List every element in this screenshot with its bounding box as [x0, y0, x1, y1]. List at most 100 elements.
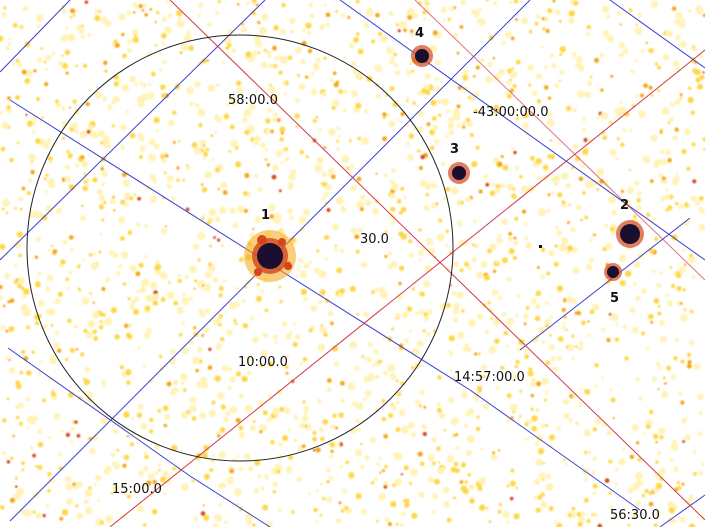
noise-speckle	[268, 85, 276, 94]
noise-speckle	[314, 267, 320, 274]
noise-speckle	[236, 86, 244, 94]
noise-speckle	[217, 0, 221, 4]
noise-speckle	[262, 332, 269, 339]
noise-speckle	[304, 75, 309, 79]
noise-speckle	[125, 332, 131, 338]
noise-speckle	[35, 24, 41, 29]
noise-speckle	[497, 509, 502, 514]
noise-speckle	[238, 393, 244, 399]
noise-speckle	[557, 192, 563, 198]
noise-speckle	[641, 49, 645, 53]
noise-speckle	[321, 171, 327, 178]
noise-speckle	[81, 24, 84, 28]
noise-speckle	[408, 481, 413, 486]
noise-speckle	[469, 132, 474, 138]
noise-speckle	[363, 311, 370, 318]
noise-speckle	[361, 137, 370, 146]
noise-speckle	[257, 187, 263, 193]
noise-speckle	[443, 196, 448, 201]
noise-speckle	[52, 341, 60, 349]
noise-speckle	[211, 400, 216, 405]
noise-speckle	[315, 519, 319, 524]
noise-speckle	[46, 274, 54, 282]
noise-speckle	[279, 299, 283, 304]
noise-speckle	[105, 465, 112, 472]
noise-speckle	[460, 462, 467, 468]
noise-speckle	[210, 134, 213, 137]
noise-speckle	[129, 264, 137, 273]
noise-speckle	[42, 324, 48, 330]
grid-label-min-10: 10:00.0	[238, 355, 288, 370]
noise-speckle	[154, 21, 157, 24]
noise-speckle	[15, 383, 22, 390]
noise-speckle	[319, 513, 323, 517]
noise-speckle	[157, 463, 162, 467]
noise-speckle	[194, 81, 201, 88]
noise-speckle	[411, 127, 416, 131]
noise-speckle	[161, 16, 168, 22]
noise-speckle	[35, 14, 44, 22]
noise-speckle	[354, 449, 363, 457]
noise-speckle	[669, 101, 676, 108]
noise-speckle	[271, 407, 280, 416]
noise-speckle	[478, 374, 482, 378]
noise-speckle	[453, 110, 461, 119]
noise-speckle	[272, 334, 278, 340]
noise-speckle	[437, 461, 441, 464]
noise-speckle	[182, 179, 186, 182]
noise-speckle	[657, 311, 662, 316]
noise-speckle	[604, 223, 609, 228]
noise-speckle	[215, 343, 223, 351]
noise-speckle	[379, 471, 382, 474]
noise-speckle	[220, 181, 228, 189]
noise-speckle	[186, 86, 194, 95]
noise-speckle	[660, 158, 667, 166]
noise-speckle	[90, 262, 99, 271]
noise-speckle	[544, 423, 548, 427]
noise-speckle	[594, 363, 599, 368]
noise-speckle	[328, 475, 334, 481]
noise-speckle	[592, 456, 598, 461]
noise-speckle	[506, 276, 512, 282]
noise-speckle	[13, 264, 17, 268]
noise-speckle	[384, 254, 388, 259]
noise-speckle	[264, 308, 269, 313]
noise-speckle	[257, 474, 262, 479]
noise-speckle	[2, 304, 6, 308]
noise-speckle	[284, 364, 289, 369]
noise-speckle	[252, 138, 260, 146]
noise-speckle	[436, 202, 439, 205]
noise-speckle	[425, 331, 431, 337]
noise-speckle	[342, 488, 347, 494]
noise-speckle	[619, 280, 626, 287]
noise-speckle	[471, 256, 478, 263]
noise-speckle	[489, 190, 496, 197]
noise-speckle	[331, 174, 336, 180]
noise-speckle	[199, 412, 207, 419]
noise-speckle	[113, 74, 119, 81]
noise-speckle	[62, 122, 68, 128]
noise-speckle	[434, 85, 441, 92]
noise-speckle	[582, 191, 586, 195]
noise-speckle	[389, 86, 395, 92]
noise-speckle	[44, 54, 52, 62]
noise-speckle	[140, 422, 148, 430]
noise-speckle	[351, 90, 359, 98]
noise-speckle	[300, 288, 308, 296]
noise-speckle	[241, 117, 248, 123]
noise-speckle	[476, 385, 483, 392]
noise-speckle	[427, 453, 435, 462]
noise-speckle	[561, 307, 566, 313]
noise-speckle	[662, 54, 670, 61]
noise-speckle	[543, 398, 548, 402]
noise-speckle	[548, 343, 556, 351]
noise-speckle	[382, 370, 389, 376]
noise-speckle	[155, 260, 160, 265]
noise-speckle	[285, 354, 290, 359]
noise-speckle	[452, 32, 459, 39]
noise-speckle	[692, 179, 697, 184]
noise-speckle	[523, 222, 528, 226]
noise-speckle	[515, 486, 519, 490]
noise-speckle	[398, 281, 402, 286]
